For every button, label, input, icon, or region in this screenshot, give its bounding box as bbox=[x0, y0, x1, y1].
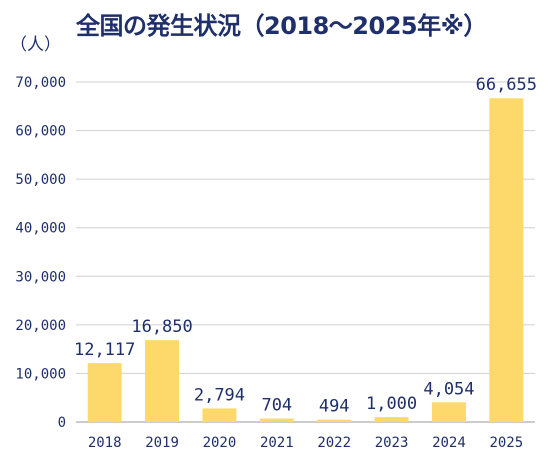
bar-value-label: 16,850 bbox=[131, 317, 192, 337]
bar bbox=[317, 419, 352, 422]
x-tick-label: 2024 bbox=[432, 435, 466, 451]
bar bbox=[489, 98, 524, 423]
y-tick-label: 50,000 bbox=[15, 172, 66, 188]
y-tick-label: 20,000 bbox=[15, 318, 66, 334]
bar-value-label: 66,655 bbox=[476, 75, 537, 95]
bar bbox=[202, 408, 237, 422]
bar bbox=[431, 402, 466, 422]
bar-value-label: 494 bbox=[319, 397, 350, 417]
bar-value-label: 12,117 bbox=[74, 340, 135, 360]
x-tick-label: 2023 bbox=[375, 435, 409, 451]
bar bbox=[374, 417, 409, 422]
bar bbox=[87, 363, 122, 422]
bar-value-label: 2,794 bbox=[194, 385, 245, 405]
x-tick-label: 2021 bbox=[260, 435, 294, 451]
bar-value-label: 1,000 bbox=[366, 394, 417, 414]
y-tick-label: 0 bbox=[58, 415, 66, 431]
y-tick-label: 40,000 bbox=[15, 221, 66, 237]
chart-title: 全国の発生状況（2018～2025年※） bbox=[76, 12, 487, 40]
bar-value-label: 4,054 bbox=[423, 379, 474, 399]
bar bbox=[259, 418, 294, 422]
bar bbox=[145, 340, 180, 422]
x-tick-label: 2020 bbox=[203, 435, 237, 451]
x-tick-label: 2018 bbox=[88, 435, 122, 451]
y-tick-label: 30,000 bbox=[15, 269, 66, 285]
x-tick-label: 2019 bbox=[145, 435, 179, 451]
y-tick-label: 10,000 bbox=[15, 366, 66, 382]
y-tick-label: 60,000 bbox=[15, 124, 66, 140]
x-tick-label: 2022 bbox=[317, 435, 351, 451]
y-tick-label: 70,000 bbox=[15, 75, 66, 91]
bar-value-label: 704 bbox=[261, 396, 292, 416]
y-axis-unit-label: （人） bbox=[10, 35, 61, 55]
x-tick-label: 2025 bbox=[489, 435, 523, 451]
